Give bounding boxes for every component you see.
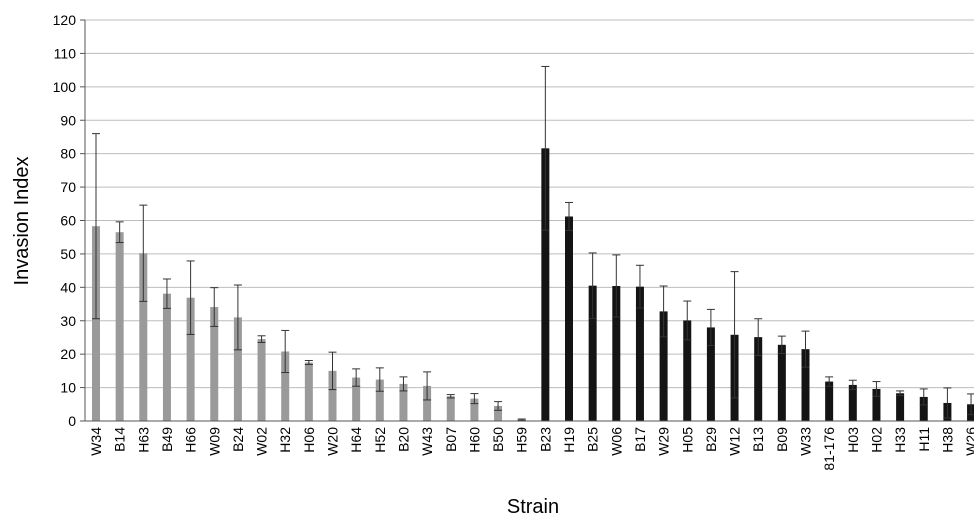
x-tick-label-W12: W12 bbox=[727, 427, 743, 456]
x-tick-label-H60: H60 bbox=[466, 427, 482, 453]
x-tick-label-B50: B50 bbox=[490, 427, 506, 452]
bar-B07 bbox=[446, 396, 455, 421]
bar-H05 bbox=[683, 320, 692, 421]
x-tick-label-H02: H02 bbox=[868, 427, 884, 453]
y-tick-label: 20 bbox=[60, 346, 76, 362]
bar-W09 bbox=[210, 307, 219, 421]
bar-W34 bbox=[92, 226, 100, 421]
x-tick-label-H06: H06 bbox=[301, 427, 317, 453]
x-tick-labels: W34 B14 H63 B49 H66 W09 B24 W02 H32 H06 W20 H64 H52 B… bbox=[88, 427, 974, 471]
bar-W26 bbox=[967, 404, 974, 421]
x-tick-label-H32: H32 bbox=[277, 427, 293, 453]
bar-B29 bbox=[706, 327, 715, 421]
y-tick-label: 30 bbox=[60, 313, 76, 329]
bar-B50 bbox=[494, 405, 503, 421]
y-tick-label: 40 bbox=[60, 279, 76, 295]
bar-H63 bbox=[139, 253, 148, 421]
x-tick-label-W29: W29 bbox=[656, 427, 672, 456]
bar-W06 bbox=[612, 285, 621, 421]
x-tick-label-W26: W26 bbox=[963, 427, 974, 456]
bar-B20 bbox=[399, 383, 408, 421]
bar-H52 bbox=[375, 379, 384, 421]
x-tick-label-H63: H63 bbox=[135, 427, 151, 453]
y-tick-label: 70 bbox=[60, 179, 76, 195]
bar-H11 bbox=[919, 396, 928, 421]
bar-H64 bbox=[352, 377, 361, 421]
y-tick-label: 90 bbox=[60, 112, 76, 128]
x-tick-label-W43: W43 bbox=[419, 427, 435, 456]
x-tick-label-B07: B07 bbox=[443, 427, 459, 452]
x-tick-label-B17: B17 bbox=[632, 427, 648, 452]
bar-H32 bbox=[281, 351, 290, 421]
x-tick-label-W06: W06 bbox=[608, 427, 624, 456]
bar-W43 bbox=[423, 385, 432, 421]
y-tick-label: 10 bbox=[60, 380, 76, 396]
bars bbox=[92, 148, 974, 421]
bar-B17 bbox=[635, 286, 644, 421]
y-tick-label: 50 bbox=[60, 246, 76, 262]
bar-H02 bbox=[872, 388, 881, 421]
x-tick-label-B23: B23 bbox=[537, 427, 553, 452]
bar-H06 bbox=[304, 362, 313, 421]
error-bars bbox=[92, 65, 974, 421]
gridlines bbox=[85, 19, 974, 389]
bar-B25 bbox=[588, 285, 597, 421]
x-tick-label-H05: H05 bbox=[679, 427, 695, 453]
x-tick-label-B24: B24 bbox=[230, 427, 246, 452]
bar-W02 bbox=[257, 339, 266, 421]
x-tick-label-W09: W09 bbox=[206, 427, 222, 456]
bar-W20 bbox=[328, 370, 337, 421]
x-tick-label-W02: W02 bbox=[254, 427, 270, 456]
y-tick-labels: 0 10 20 30 40 50 60 70 80 90 100 110 120 bbox=[53, 12, 77, 429]
x-tick-label-B29: B29 bbox=[703, 427, 719, 452]
axes bbox=[80, 19, 974, 422]
bar-W29 bbox=[659, 311, 668, 421]
x-tick-label-B09: B09 bbox=[774, 427, 790, 452]
bar-B13 bbox=[754, 337, 763, 421]
bar-W33 bbox=[801, 349, 810, 421]
bar-H03 bbox=[848, 384, 857, 421]
bar-81-176 bbox=[825, 381, 834, 421]
bar-B14 bbox=[115, 232, 124, 421]
x-tick-label-H66: H66 bbox=[183, 427, 199, 453]
x-tick-label-H59: H59 bbox=[514, 427, 530, 453]
x-tick-label-B13: B13 bbox=[750, 427, 766, 452]
x-tick-label-H52: H52 bbox=[372, 427, 388, 453]
bar-B23 bbox=[541, 148, 550, 421]
x-tick-label-81-176: 81-176 bbox=[821, 427, 837, 471]
x-tick-label-H64: H64 bbox=[348, 427, 364, 453]
bar-H19 bbox=[565, 216, 573, 421]
x-tick-label-B20: B20 bbox=[395, 427, 411, 452]
x-tick-label-W34: W34 bbox=[88, 427, 104, 456]
x-tick-label-H03: H03 bbox=[845, 427, 861, 453]
x-tick-label-H38: H38 bbox=[939, 427, 955, 453]
y-tick-label: 100 bbox=[53, 79, 77, 95]
x-tick-label-B25: B25 bbox=[585, 427, 601, 452]
x-tick-label-H33: H33 bbox=[892, 427, 908, 453]
bar-H66 bbox=[186, 297, 195, 421]
y-tick-label: 80 bbox=[60, 146, 76, 162]
x-tick-label-B49: B49 bbox=[159, 427, 175, 452]
y-tick-label: 110 bbox=[54, 45, 77, 61]
y-tick-label: 0 bbox=[68, 413, 76, 429]
x-tick-label-H11: H11 bbox=[916, 427, 932, 452]
x-tick-label-B14: B14 bbox=[112, 427, 128, 452]
x-axis-title: Strain bbox=[507, 496, 559, 517]
bar-B24 bbox=[233, 317, 242, 421]
y-tick-label: 120 bbox=[53, 12, 77, 28]
bar-B09 bbox=[777, 344, 786, 421]
x-tick-label-H19: H19 bbox=[561, 427, 577, 453]
x-tick-label-W33: W33 bbox=[798, 427, 814, 456]
x-tick-label-W20: W20 bbox=[325, 427, 341, 456]
bar-H33 bbox=[896, 393, 905, 421]
bar-B49 bbox=[162, 293, 171, 421]
y-axis-title: Invasion Index bbox=[11, 157, 33, 286]
bar-H60 bbox=[470, 398, 479, 421]
y-tick-label: 60 bbox=[60, 213, 76, 229]
